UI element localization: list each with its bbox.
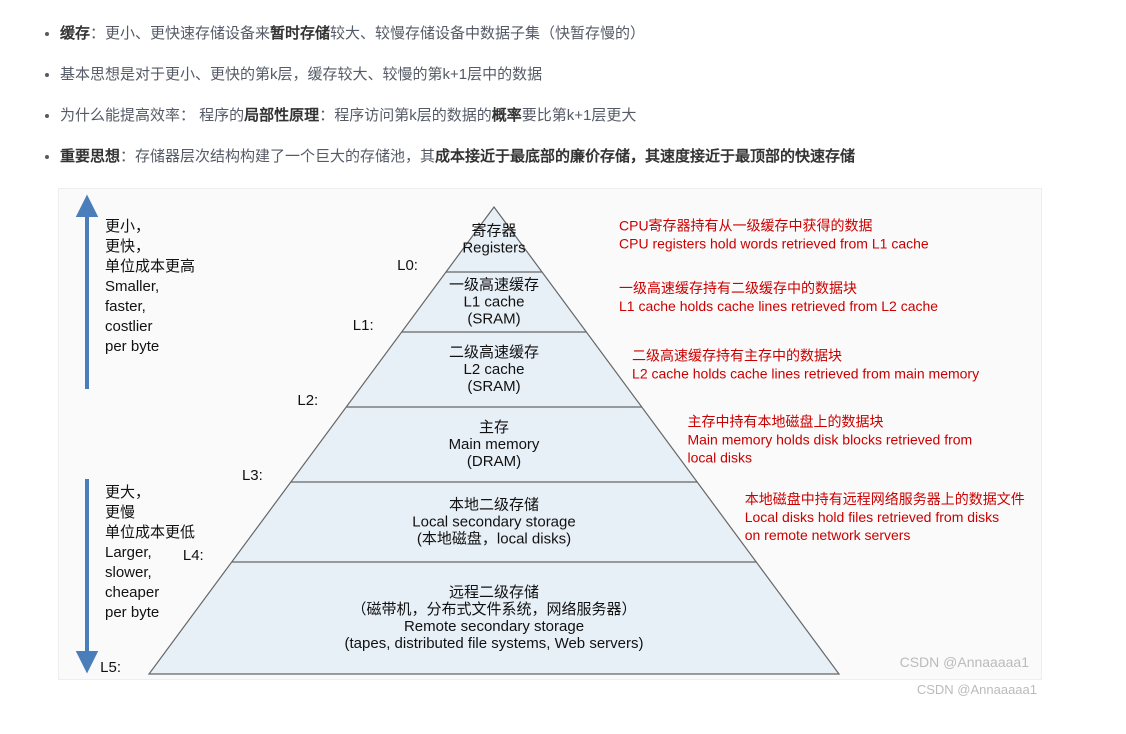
tier-description: 二级高速缓存持有主存中的数据块 bbox=[632, 348, 842, 364]
left-caption: per byte bbox=[105, 604, 159, 621]
tier-description: 本地磁盘中持有远程网络服务器上的数据文件 bbox=[745, 491, 1025, 507]
level-key: L5: bbox=[100, 659, 121, 676]
bold: 缓存 bbox=[60, 25, 90, 42]
bold: 概率 bbox=[492, 107, 522, 124]
watermark-inner: CSDN @Annaaaaa1 bbox=[900, 654, 1030, 670]
bold: 局部性原理 bbox=[244, 107, 319, 124]
left-caption: per byte bbox=[105, 338, 159, 355]
arrow-head-up bbox=[79, 199, 95, 215]
tier-label: (DRAM) bbox=[467, 453, 521, 470]
level-key: L1: bbox=[353, 317, 374, 334]
tier-label: 远程二级存储 bbox=[449, 584, 539, 601]
left-caption: slower, bbox=[105, 564, 152, 581]
level-key: L3: bbox=[242, 467, 263, 484]
left-caption: 更大， bbox=[105, 484, 150, 501]
txt: ：程序访问第k层的数据的 bbox=[319, 107, 492, 124]
left-caption: costlier bbox=[105, 318, 153, 335]
left-caption: Smaller, bbox=[105, 278, 159, 295]
tier-label: L2 cache bbox=[464, 361, 525, 378]
bullet-item: 基本思想是对于更小、更快的第k层，缓存较大、较慢的第k+1层中的数据 bbox=[60, 61, 1096, 88]
left-caption: Larger, bbox=[105, 544, 152, 561]
tier-label: 一级高速缓存 bbox=[449, 277, 539, 294]
left-caption: 单位成本更低 bbox=[105, 524, 195, 541]
tier-label: （磁带机，分布式文件系统，网络服务器） bbox=[351, 601, 636, 618]
memory-hierarchy-figure: L0: 寄存器Registers CPU寄存器持有从一级缓存中获得的数据 CPU re… bbox=[58, 188, 1042, 680]
tier-label: Local secondary storage bbox=[412, 514, 575, 531]
tier-description: L2 cache holds cache lines retrieved fro… bbox=[632, 366, 979, 382]
watermark-outer: CSDN @Annaaaaa1 bbox=[917, 682, 1037, 697]
left-caption: 更快， bbox=[105, 238, 150, 255]
txt: 较大、较慢存储设备中数据子集（快暂存慢的） bbox=[330, 25, 645, 42]
tier-label: Registers bbox=[462, 240, 525, 257]
tier-label: (tapes, distributed file systems, Web se… bbox=[345, 635, 644, 652]
txt: ：存储器层次结构构建了一个巨大的存储池，其 bbox=[120, 148, 435, 165]
tier-label: Main memory bbox=[449, 436, 540, 453]
tier-description: local disks bbox=[687, 450, 752, 466]
tier-label: Remote secondary storage bbox=[404, 618, 584, 635]
tier-description: 一级高速缓存持有二级缓存中的数据块 bbox=[619, 280, 857, 296]
tier-label: 主存 bbox=[479, 419, 509, 436]
tier-description: Main memory holds disk blocks retrieved … bbox=[687, 432, 972, 448]
tier-description: Local disks hold files retrieved from di… bbox=[745, 509, 999, 525]
bold: 重要思想 bbox=[60, 148, 120, 165]
memory-hierarchy-svg: L0: 寄存器Registers CPU寄存器持有从一级缓存中获得的数据 CPU re… bbox=[59, 189, 1041, 679]
txt: 基本思想是对于更小、更快的第k层，缓存较大、较慢的第k+1层中的数据 bbox=[60, 66, 542, 83]
left-caption: faster, bbox=[105, 298, 146, 315]
bold: 暂时存储 bbox=[270, 25, 330, 42]
tier-label: 二级高速缓存 bbox=[449, 344, 539, 361]
txt: 为什么能提高效率： 程序的 bbox=[60, 107, 244, 124]
tier-description: CPU寄存器持有从一级缓存中获得的数据 bbox=[619, 218, 873, 234]
left-caption: 更慢 bbox=[105, 504, 135, 521]
txt: 要比第k+1层更大 bbox=[522, 107, 637, 124]
arrow-head-down bbox=[79, 653, 95, 669]
level-key: L0: bbox=[397, 257, 418, 274]
tier-label: 寄存器 bbox=[471, 222, 516, 240]
level-key: L4: bbox=[183, 547, 204, 564]
tier-description: CPU registers hold words retrieved from … bbox=[619, 236, 929, 252]
tier-description: L1 cache holds cache lines retrieved fro… bbox=[619, 298, 938, 314]
bullet-item: 重要思想：存储器层次结构构建了一个巨大的存储池，其成本接近于最底部的廉价存储，其… bbox=[60, 143, 1096, 170]
bullet-list: 缓存：更小、更快速存储设备来暂时存储较大、较慢存储设备中数据子集（快暂存慢的） … bbox=[30, 20, 1096, 170]
tier-label: (SRAM) bbox=[467, 311, 520, 328]
tier-label: 本地二级存储 bbox=[449, 497, 539, 514]
tier-label: (本地磁盘，local disks) bbox=[417, 530, 571, 548]
left-caption: 单位成本更高 bbox=[105, 258, 195, 275]
bullet-item: 为什么能提高效率： 程序的局部性原理：程序访问第k层的数据的概率要比第k+1层更… bbox=[60, 102, 1096, 129]
tier-description: on remote network servers bbox=[745, 527, 911, 543]
left-caption: 更小， bbox=[105, 218, 150, 235]
level-key: L2: bbox=[297, 392, 318, 409]
tier-label: L1 cache bbox=[464, 294, 525, 311]
left-caption: cheaper bbox=[105, 584, 159, 601]
txt: ：更小、更快速存储设备来 bbox=[90, 25, 270, 42]
tier-label: (SRAM) bbox=[467, 378, 520, 395]
bold: 成本接近于最底部的廉价存储，其速度接近于最顶部的快速存储 bbox=[435, 148, 855, 165]
tier-description: 主存中持有本地磁盘上的数据块 bbox=[687, 414, 883, 430]
bullet-item: 缓存：更小、更快速存储设备来暂时存储较大、较慢存储设备中数据子集（快暂存慢的） bbox=[60, 20, 1096, 47]
